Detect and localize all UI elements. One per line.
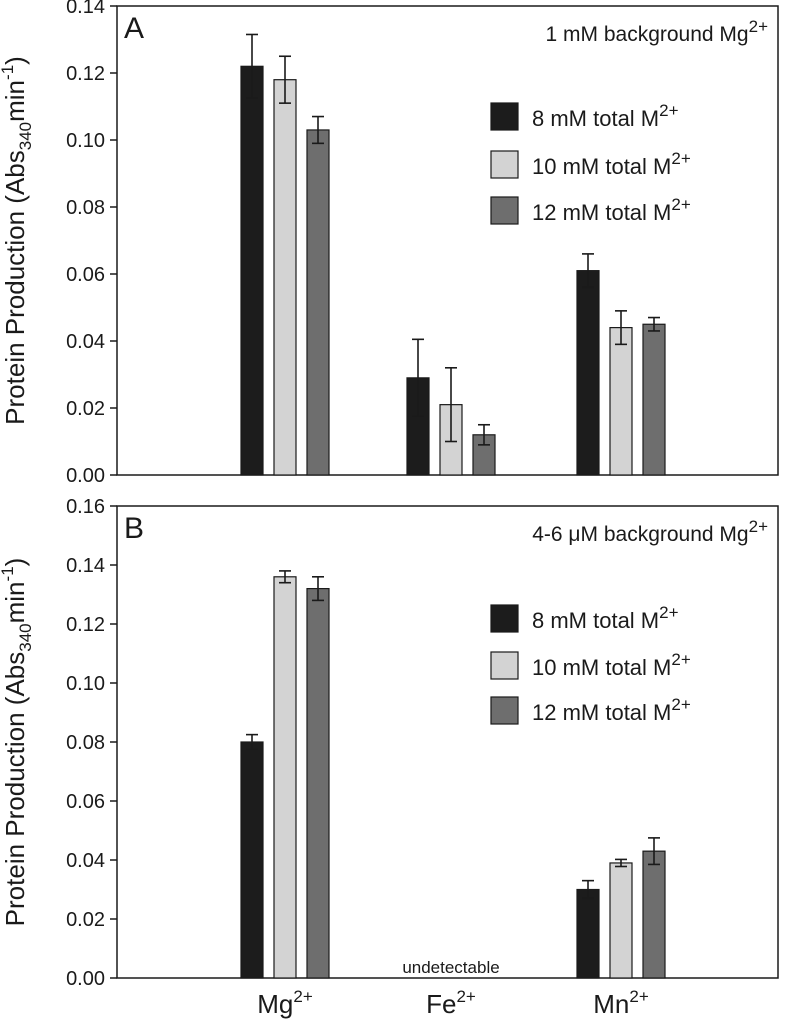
y-axis-label-close: ) bbox=[0, 558, 30, 567]
y-axis-label: Protein Production (Abs340min-1) bbox=[0, 558, 35, 927]
bar bbox=[306, 587, 330, 979]
bar bbox=[306, 129, 330, 476]
y-axis-label-close: ) bbox=[0, 56, 30, 65]
legend-entry-superscript: 2+ bbox=[671, 195, 690, 214]
bar bbox=[576, 270, 600, 476]
x-category-label: Fe2+ bbox=[426, 987, 476, 1019]
panel-letter: B bbox=[124, 512, 144, 545]
y-tick-label: 0.02 bbox=[66, 398, 105, 420]
legend-swatch bbox=[490, 696, 519, 725]
legend-swatch bbox=[490, 150, 519, 179]
legend-entry-superscript: 2+ bbox=[671, 695, 690, 714]
y-tick-label: 0.10 bbox=[66, 673, 105, 695]
legend-entry-superscript: 2+ bbox=[659, 101, 678, 120]
background-annotation: 4-6 μM background Mg2+ bbox=[532, 517, 768, 546]
x-category-label-base: Mg bbox=[257, 989, 293, 1019]
bar bbox=[240, 65, 264, 476]
x-category-label: Mn2+ bbox=[593, 987, 649, 1019]
bar bbox=[642, 323, 666, 476]
x-category-label-base: Mn bbox=[593, 989, 629, 1019]
y-axis-label-main: Protein Production (Abs bbox=[0, 150, 30, 425]
panel-a: 0.00 0.02 0.04 0.06 0.08 0.10 0.12 0.14 Protein … bbox=[0, 0, 779, 487]
bar bbox=[609, 327, 633, 476]
y-tick-label: 0.04 bbox=[66, 850, 105, 872]
bar bbox=[273, 576, 297, 979]
y-axis-label-main: Protein Production (Abs bbox=[0, 652, 30, 927]
legend-entry-label: 8 mM total M bbox=[532, 106, 659, 131]
x-category-label-superscript: 2+ bbox=[293, 987, 312, 1006]
legend-entry: 10 mM total M2+ bbox=[532, 650, 691, 680]
legend-entry: 8 mM total M2+ bbox=[532, 603, 679, 633]
legend-entry: 12 mM total M2+ bbox=[532, 695, 691, 725]
legend-entry: 12 mM total M2+ bbox=[532, 195, 691, 225]
legend-swatch bbox=[490, 102, 519, 131]
x-category-label: Mg2+ bbox=[257, 987, 313, 1019]
y-axis-label-superscript: -1 bbox=[0, 566, 17, 581]
y-tick-label: 0.08 bbox=[66, 197, 105, 219]
x-category-label-base: Fe bbox=[426, 989, 456, 1019]
legend-entry-label: 10 mM total M bbox=[532, 655, 671, 680]
y-tick-label: 0.02 bbox=[66, 909, 105, 931]
panel-b: 0.00 0.02 0.04 0.06 0.08 0.10 0.12 0.14 0.16 Prot… bbox=[0, 496, 779, 1019]
background-annotation-text: 4-6 μM background Mg bbox=[532, 523, 748, 546]
legend-entry-label: 12 mM total M bbox=[532, 700, 671, 725]
y-tick-label: 0.14 bbox=[66, 555, 105, 577]
y-axis-label-unit: min bbox=[0, 80, 30, 122]
y-tick-label: 0.14 bbox=[66, 0, 105, 18]
y-axis-label-superscript: -1 bbox=[0, 65, 17, 80]
background-annotation-superscript: 2+ bbox=[749, 517, 768, 536]
x-category-label-superscript: 2+ bbox=[456, 987, 475, 1006]
bar bbox=[576, 888, 600, 979]
legend-swatch bbox=[490, 604, 519, 633]
legend-entry-label: 10 mM total M bbox=[532, 154, 671, 179]
y-tick-label: 0.04 bbox=[66, 331, 105, 353]
background-annotation-superscript: 2+ bbox=[749, 17, 768, 36]
plot-frame bbox=[116, 505, 779, 979]
y-axis-label-subscript: 340 bbox=[16, 122, 35, 150]
panel-letter: A bbox=[124, 12, 144, 45]
background-annotation: 1 mM background Mg2+ bbox=[546, 17, 769, 46]
y-tick-label: 0.16 bbox=[66, 496, 105, 518]
legend-entry-superscript: 2+ bbox=[671, 149, 690, 168]
background-annotation-text: 1 mM background Mg bbox=[546, 23, 749, 46]
legend-swatch bbox=[490, 651, 519, 680]
legend-entry-superscript: 2+ bbox=[659, 603, 678, 622]
y-axis-label-unit: min bbox=[0, 581, 30, 623]
y-tick-label: 0.12 bbox=[66, 614, 105, 636]
legend-swatch bbox=[490, 196, 519, 225]
legend-entry: 10 mM total M2+ bbox=[532, 149, 691, 179]
bar bbox=[642, 850, 666, 979]
y-axis-label: Protein Production (Abs340min-1) bbox=[0, 56, 35, 425]
bar bbox=[240, 741, 264, 979]
y-tick-label: 0.12 bbox=[66, 63, 105, 85]
legend-entry-label: 8 mM total M bbox=[532, 608, 659, 633]
x-category-label-superscript: 2+ bbox=[629, 987, 648, 1006]
undetectable-note: undetectable bbox=[402, 958, 499, 977]
bar bbox=[609, 862, 633, 979]
y-tick-label: 0.06 bbox=[66, 791, 105, 813]
bar bbox=[273, 79, 297, 476]
legend-entry-label: 12 mM total M bbox=[532, 200, 671, 225]
y-tick-label: 0.00 bbox=[66, 968, 105, 990]
y-tick-label: 0.10 bbox=[66, 130, 105, 152]
y-tick-label: 0.00 bbox=[66, 465, 105, 487]
legend-entry-superscript: 2+ bbox=[671, 650, 690, 669]
y-tick-label: 0.08 bbox=[66, 732, 105, 754]
y-tick-label: 0.06 bbox=[66, 264, 105, 286]
legend-entry: 8 mM total M2+ bbox=[532, 101, 679, 131]
y-axis-label-subscript: 340 bbox=[16, 623, 35, 651]
